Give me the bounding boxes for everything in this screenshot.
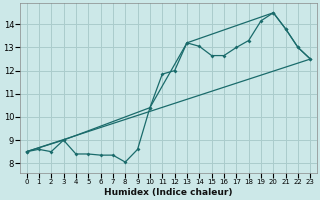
- X-axis label: Humidex (Indice chaleur): Humidex (Indice chaleur): [104, 188, 233, 197]
